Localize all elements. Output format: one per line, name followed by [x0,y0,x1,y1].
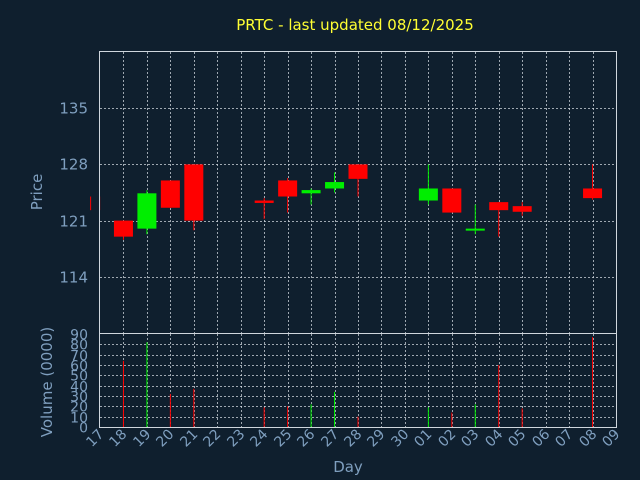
candle-body [465,228,485,231]
x-tick-label: 04 [482,426,506,450]
x-tick-label: 23 [224,427,248,451]
candle-body [301,190,321,194]
x-ticks: 17 18 19 20 21 22 23 24 25 26 27 28 29 30 01 02 03 04 05 06… [83,426,623,450]
price-y-tick-label: 121 [59,213,88,231]
x-tick-label: 02 [435,427,459,451]
price-axis-label: Price [28,174,46,211]
price-y-ticks: 114 121 128 135 [59,100,88,287]
candle-body [512,206,532,212]
volume-y-tick-label: 50 [70,369,88,385]
candle-body [160,180,180,208]
x-tick-label: 19 [130,427,154,451]
x-tick-label: 22 [200,427,224,451]
x-tick-label: 25 [271,427,295,451]
volume-y-tick-label: 80 [70,338,88,354]
x-tick-label: 30 [388,427,412,451]
volume-bars [122,337,594,427]
x-tick-label: 08 [576,427,600,451]
volume-y-tick-label: 70 [70,349,88,365]
candle-body [184,164,204,221]
x-tick-label: 06 [529,426,553,450]
volume-y-tick-label: 20 [70,400,88,416]
x-axis-label: Day [333,458,363,476]
candle-body [418,188,438,201]
x-tick-label: 05 [505,427,529,451]
x-tick-label: 26 [294,426,318,450]
candle-body [278,180,298,197]
volume-y-tick-label: 60 [70,359,88,375]
volume-y-tick-label: 90 [70,328,88,344]
volume-y-tick-label: 40 [70,380,88,396]
candle-body [113,220,133,237]
volume-y-tick-label: 30 [70,390,88,406]
price-y-tick-label: 114 [59,269,88,287]
volume-axis-label: Volume (0000) [38,327,56,437]
candle-body [489,202,509,211]
candle-body [254,200,274,203]
candle-body [348,164,368,179]
candle-body [442,188,462,213]
x-tick-label: 28 [341,427,365,451]
volume-gridlines [100,334,616,427]
x-tick-label: 21 [177,427,201,451]
chart-title: PRTC - last updated 08/12/2025 [236,16,474,34]
volume-y-tick-label: 10 [70,411,88,427]
volume-panel-frame [99,333,617,428]
price-candles [90,164,603,240]
price-y-tick-label: 128 [59,156,88,174]
x-tick-label: 24 [247,426,271,450]
price-y-tick-label: 135 [59,100,88,118]
x-tick-label: 09 [599,427,623,451]
candle-body [137,193,157,229]
x-tick-label: 18 [106,427,130,451]
volume-y-tick-label: 0 [79,421,88,437]
x-tick-label: 01 [411,427,435,451]
x-tick-label: 07 [552,427,576,451]
x-tick-label: 27 [318,427,342,451]
candle-body [583,188,603,199]
candle-body [325,182,345,189]
x-tick-label: 20 [153,427,177,451]
x-tick-label: 29 [364,427,388,451]
x-tick-label: 03 [458,427,482,451]
